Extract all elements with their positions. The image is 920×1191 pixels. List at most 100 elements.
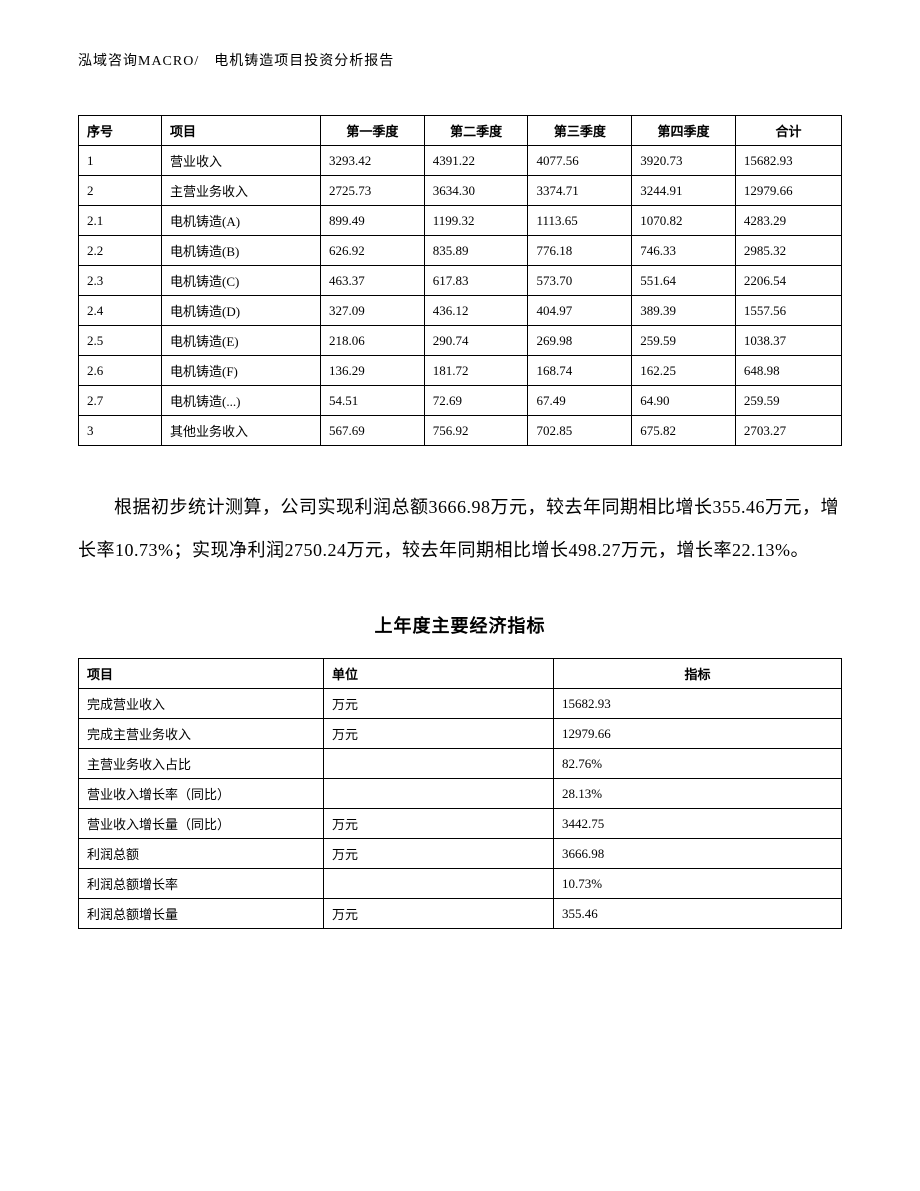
cell-total: 4283.29: [735, 206, 841, 236]
col-q2-header: 第二季度: [424, 116, 528, 146]
cell-item: 利润总额增长量: [79, 899, 324, 929]
cell-q3: 67.49: [528, 386, 632, 416]
cell-q2: 3634.30: [424, 176, 528, 206]
cell-total: 2703.27: [735, 416, 841, 446]
cell-item: 电机铸造(F): [161, 356, 320, 386]
cell-seq: 2.1: [79, 206, 162, 236]
cell-item: 电机铸造(...): [161, 386, 320, 416]
table-row: 主营业务收入占比 82.76%: [79, 749, 842, 779]
cell-total: 2985.32: [735, 236, 841, 266]
cell-q2: 835.89: [424, 236, 528, 266]
cell-seq: 1: [79, 146, 162, 176]
cell-total: 259.59: [735, 386, 841, 416]
cell-q2: 290.74: [424, 326, 528, 356]
table-row: 2.7电机铸造(...)54.5172.6967.4964.90259.59: [79, 386, 842, 416]
cell-q1: 626.92: [321, 236, 425, 266]
table-row: 2.5电机铸造(E)218.06290.74269.98259.591038.3…: [79, 326, 842, 356]
table-header-row: 序号 项目 第一季度 第二季度 第三季度 第四季度 合计: [79, 116, 842, 146]
table-row: 2.2电机铸造(B)626.92835.89776.18746.332985.3…: [79, 236, 842, 266]
table-row: 营业收入增长量（同比）万元3442.75: [79, 809, 842, 839]
quarterly-revenue-table: 序号 项目 第一季度 第二季度 第三季度 第四季度 合计 1营业收入3293.4…: [78, 115, 842, 446]
cell-unit: 万元: [324, 719, 554, 749]
cell-metric: 12979.66: [554, 719, 842, 749]
cell-q4: 162.25: [632, 356, 736, 386]
cell-q4: 551.64: [632, 266, 736, 296]
cell-q1: 567.69: [321, 416, 425, 446]
economic-indicators-table: 项目 单位 指标 完成营业收入万元15682.93完成主营业务收入万元12979…: [78, 658, 842, 929]
cell-unit: 万元: [324, 839, 554, 869]
cell-unit: 万元: [324, 899, 554, 929]
table-row: 完成营业收入万元15682.93: [79, 689, 842, 719]
col-q4-header: 第四季度: [632, 116, 736, 146]
cell-seq: 2.5: [79, 326, 162, 356]
cell-q1: 54.51: [321, 386, 425, 416]
cell-q2: 4391.22: [424, 146, 528, 176]
col-q1-header: 第一季度: [321, 116, 425, 146]
col-seq-header: 序号: [79, 116, 162, 146]
cell-q4: 259.59: [632, 326, 736, 356]
cell-item: 电机铸造(B): [161, 236, 320, 266]
col-unit-header: 单位: [324, 659, 554, 689]
cell-unit: [324, 749, 554, 779]
cell-total: 2206.54: [735, 266, 841, 296]
cell-q4: 3244.91: [632, 176, 736, 206]
section-title: 上年度主要经济指标: [78, 612, 842, 638]
cell-q3: 3374.71: [528, 176, 632, 206]
cell-unit: [324, 869, 554, 899]
cell-q1: 899.49: [321, 206, 425, 236]
cell-q3: 1113.65: [528, 206, 632, 236]
table-row: 2主营业务收入2725.733634.303374.713244.9112979…: [79, 176, 842, 206]
cell-metric: 3666.98: [554, 839, 842, 869]
cell-metric: 3442.75: [554, 809, 842, 839]
cell-q4: 746.33: [632, 236, 736, 266]
cell-q3: 702.85: [528, 416, 632, 446]
cell-item: 营业收入增长率（同比）: [79, 779, 324, 809]
cell-q4: 3920.73: [632, 146, 736, 176]
cell-unit: 万元: [324, 809, 554, 839]
cell-item: 完成主营业务收入: [79, 719, 324, 749]
cell-total: 1557.56: [735, 296, 841, 326]
cell-q4: 64.90: [632, 386, 736, 416]
cell-seq: 2.2: [79, 236, 162, 266]
cell-total: 15682.93: [735, 146, 841, 176]
cell-metric: 82.76%: [554, 749, 842, 779]
cell-item: 电机铸造(A): [161, 206, 320, 236]
cell-q2: 1199.32: [424, 206, 528, 236]
cell-item: 利润总额: [79, 839, 324, 869]
cell-q3: 573.70: [528, 266, 632, 296]
cell-seq: 2.4: [79, 296, 162, 326]
table-row: 2.3电机铸造(C)463.37617.83573.70551.642206.5…: [79, 266, 842, 296]
cell-q2: 756.92: [424, 416, 528, 446]
cell-q1: 463.37: [321, 266, 425, 296]
cell-total: 12979.66: [735, 176, 841, 206]
cell-q4: 1070.82: [632, 206, 736, 236]
cell-item: 电机铸造(D): [161, 296, 320, 326]
cell-q1: 218.06: [321, 326, 425, 356]
cell-seq: 3: [79, 416, 162, 446]
cell-total: 1038.37: [735, 326, 841, 356]
cell-q3: 4077.56: [528, 146, 632, 176]
cell-metric: 15682.93: [554, 689, 842, 719]
col-item-header: 项目: [79, 659, 324, 689]
col-metric-header: 指标: [554, 659, 842, 689]
cell-item: 电机铸造(E): [161, 326, 320, 356]
cell-unit: [324, 779, 554, 809]
cell-q3: 404.97: [528, 296, 632, 326]
table-row: 3其他业务收入567.69756.92702.85675.822703.27: [79, 416, 842, 446]
cell-q1: 327.09: [321, 296, 425, 326]
cell-q1: 136.29: [321, 356, 425, 386]
table-row: 2.6电机铸造(F)136.29181.72168.74162.25648.98: [79, 356, 842, 386]
table-row: 利润总额万元3666.98: [79, 839, 842, 869]
cell-item: 主营业务收入: [161, 176, 320, 206]
col-item-header: 项目: [161, 116, 320, 146]
table-row: 2.4电机铸造(D)327.09436.12404.97389.391557.5…: [79, 296, 842, 326]
cell-q4: 389.39: [632, 296, 736, 326]
table-row: 1营业收入3293.424391.224077.563920.7315682.9…: [79, 146, 842, 176]
table-row: 利润总额增长量万元355.46: [79, 899, 842, 929]
cell-q3: 168.74: [528, 356, 632, 386]
cell-item: 主营业务收入占比: [79, 749, 324, 779]
table-row: 营业收入增长率（同比）28.13%: [79, 779, 842, 809]
cell-item: 营业收入增长量（同比）: [79, 809, 324, 839]
cell-total: 648.98: [735, 356, 841, 386]
cell-metric: 10.73%: [554, 869, 842, 899]
